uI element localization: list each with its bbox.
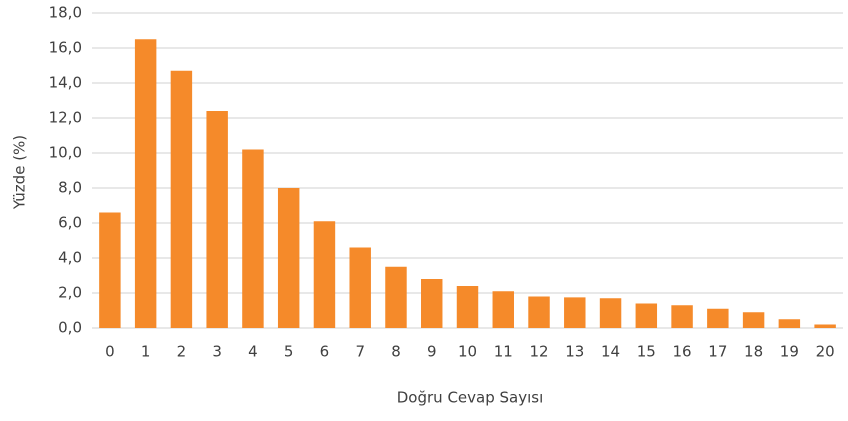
bar (99, 212, 121, 328)
x-tick-label: 11 (494, 343, 513, 361)
x-axis-title: Doğru Cevap Sayısı (397, 389, 544, 407)
bar (134, 39, 157, 328)
y-tick-label: 4,0 (58, 249, 82, 267)
x-tick-label: 4 (248, 343, 258, 361)
bar (564, 297, 586, 328)
bar (599, 298, 622, 328)
bar (313, 221, 336, 328)
bar (277, 188, 300, 328)
x-tick-label: 14 (601, 343, 620, 361)
x-tick-label: 16 (673, 343, 692, 361)
y-tick-label: 10,0 (49, 144, 82, 162)
x-tick-label: 12 (529, 343, 548, 361)
x-tick-label: 2 (177, 343, 187, 361)
bar (707, 308, 729, 328)
x-tick-label: 5 (284, 343, 294, 361)
bar (206, 111, 228, 328)
y-tick-label: 12,0 (49, 109, 82, 127)
bar (349, 247, 371, 328)
bar (528, 296, 550, 328)
x-tick-label: 9 (427, 343, 437, 361)
y-tick-label: 0,0 (58, 319, 82, 337)
bar (635, 303, 658, 328)
x-tick-label: 1 (141, 343, 151, 361)
x-tick-label: 15 (637, 343, 656, 361)
bar (170, 70, 193, 328)
y-tick-label: 14,0 (49, 74, 82, 92)
y-tick-label: 16,0 (49, 39, 82, 57)
y-tick-label: 8,0 (58, 179, 82, 197)
x-tick-label: 6 (320, 343, 330, 361)
x-tick-label: 18 (744, 343, 763, 361)
bar (814, 324, 836, 328)
x-tick-label: 13 (565, 343, 584, 361)
bar (492, 291, 514, 328)
x-tick-label: 20 (816, 343, 835, 361)
bar (242, 149, 264, 328)
x-tick-label: 10 (458, 343, 477, 361)
bar (421, 279, 443, 328)
bar (385, 266, 407, 328)
bar (778, 319, 801, 328)
x-tick-label: 7 (355, 343, 365, 361)
y-tick-label: 6,0 (58, 214, 82, 232)
bar (671, 305, 693, 328)
y-tick-label: 2,0 (58, 284, 82, 302)
x-tick-label: 8 (391, 343, 401, 361)
x-tick-label: 0 (105, 343, 115, 361)
y-axis-title: Yüzde (%) (11, 135, 29, 210)
bar (456, 286, 479, 328)
x-tick-label: 3 (212, 343, 222, 361)
x-tick-label: 17 (708, 343, 727, 361)
y-tick-label: 18,0 (49, 4, 82, 22)
x-tick-label: 19 (780, 343, 799, 361)
bar (742, 312, 765, 328)
